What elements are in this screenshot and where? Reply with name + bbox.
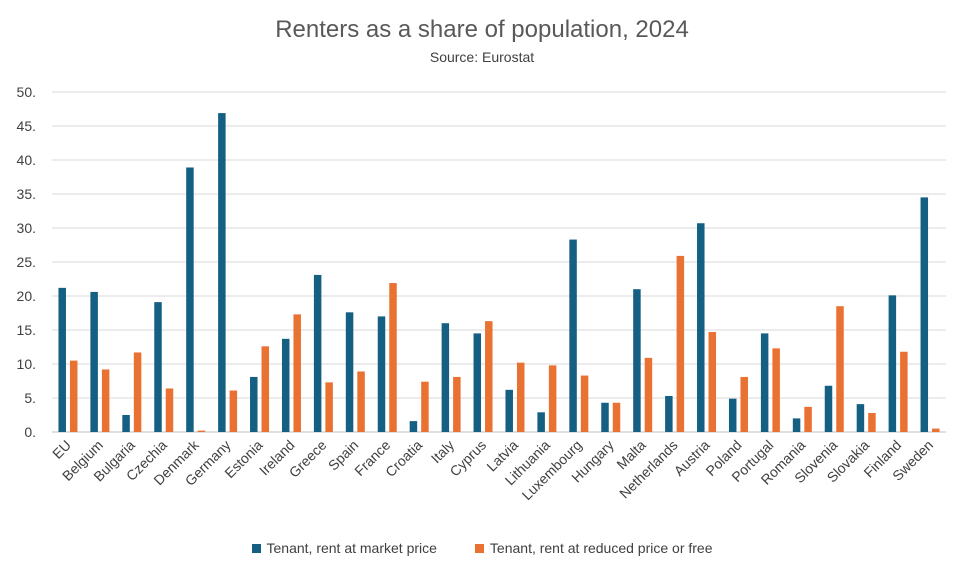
bar-market-romania [792, 418, 801, 432]
bar-market-greece [313, 274, 322, 432]
bar-reduced-poland [740, 376, 748, 432]
bar-reduced-ireland [293, 314, 301, 432]
y-tick-label: 0. [24, 424, 36, 440]
y-tick-label: 35. [17, 186, 36, 202]
bar-reduced-sweden [932, 428, 940, 432]
bar-reduced-eu [69, 360, 78, 432]
bar-market-france [377, 316, 386, 432]
bar-reduced-finland [900, 351, 908, 432]
bar-reduced-latvia [516, 362, 525, 432]
bar-market-lithuania [537, 412, 545, 432]
bar-market-slovenia [824, 385, 833, 432]
bar-market-malta [633, 289, 641, 432]
bar-market-portugal [760, 333, 769, 432]
bar-reduced-denmark [197, 430, 206, 432]
x-tick-labels: EUBelgiumBulgariaCzechiaDenmarkGermanyEs… [49, 436, 936, 503]
bar-reduced-portugal [772, 348, 780, 432]
bar-reduced-greece [325, 382, 333, 432]
bar-market-slovakia [856, 404, 865, 432]
bar-reduced-croatia [421, 381, 429, 432]
bar-market-austria [697, 223, 705, 432]
bar-market-hungary [601, 402, 609, 432]
bar-market-italy [441, 323, 450, 432]
bar-market-sweden [920, 197, 929, 432]
y-tick-label: 30. [17, 220, 36, 236]
bar-reduced-lithuania [548, 365, 557, 432]
bar-market-belgium [90, 291, 98, 432]
y-tick-label: 10. [17, 356, 36, 372]
y-tick-label: 20. [17, 288, 36, 304]
bar-market-germany [218, 113, 226, 432]
legend: Tenant, rent at market price Tenant, ren… [0, 540, 964, 556]
y-tick-label: 5. [24, 390, 36, 406]
legend-label-reduced: Tenant, rent at reduced price or free [489, 540, 713, 556]
bar-reduced-malta [644, 357, 653, 432]
bar-reduced-hungary [612, 402, 621, 432]
bar-reduced-cyprus [485, 321, 493, 432]
bar-market-estonia [250, 376, 258, 432]
x-tick-label: Croatia [382, 437, 425, 480]
bar-reduced-slovenia [836, 306, 844, 432]
y-tick-label: 50. [17, 84, 36, 100]
bar-reduced-austria [708, 332, 717, 432]
bar-market-spain [345, 312, 354, 432]
y-tick-label: 15. [17, 322, 36, 338]
bar-market-bulgaria [122, 415, 130, 432]
bar-reduced-france [389, 283, 397, 432]
bar-market-eu [58, 287, 66, 432]
bar-reduced-spain [357, 371, 365, 432]
bar-market-denmark [186, 167, 194, 433]
bar-market-croatia [409, 421, 418, 432]
y-tick-labels: 0. 5. 10. 15. 20. 25. 30. 35. 40. 45. 50. [17, 84, 36, 440]
bar-reduced-bulgaria [133, 352, 142, 432]
bar-reduced-belgium [101, 369, 110, 432]
y-tick-label: 45. [17, 118, 36, 134]
grid-layer [52, 91, 946, 433]
bars [58, 113, 940, 433]
y-tick-label: 40. [17, 152, 36, 168]
legend-item-market: Tenant, rent at market price [251, 540, 437, 556]
legend-swatch-reduced [474, 543, 484, 553]
bar-reduced-netherlands [676, 255, 685, 432]
bar-market-cyprus [473, 333, 482, 432]
bar-reduced-slovakia [868, 412, 876, 432]
bar-market-poland [728, 398, 737, 432]
bar-reduced-italy [453, 376, 461, 432]
legend-swatch-market [251, 543, 261, 553]
bar-reduced-germany [229, 390, 238, 432]
x-tick-label: EU [49, 437, 74, 462]
chart-title: Renters as a share of population, 2024 [275, 16, 689, 43]
bar-reduced-luxembourg [580, 375, 589, 432]
x-tick-label: Cyprus [446, 437, 489, 480]
bar-reduced-czechia [165, 388, 174, 432]
bar-market-ireland [281, 338, 290, 432]
chart-subtitle: Source: Eurostat [429, 49, 535, 65]
bar-market-finland [888, 295, 897, 432]
y-tick-label: 25. [17, 254, 36, 270]
legend-label-market: Tenant, rent at market price [266, 540, 437, 556]
bar-reduced-romania [804, 406, 812, 432]
bar-market-luxembourg [569, 239, 577, 432]
bar-market-czechia [154, 302, 162, 432]
bar-market-netherlands [665, 395, 673, 432]
bar-market-latvia [505, 389, 513, 432]
bar-reduced-estonia [261, 346, 270, 432]
legend-item-reduced: Tenant, rent at reduced price or free [474, 540, 713, 556]
